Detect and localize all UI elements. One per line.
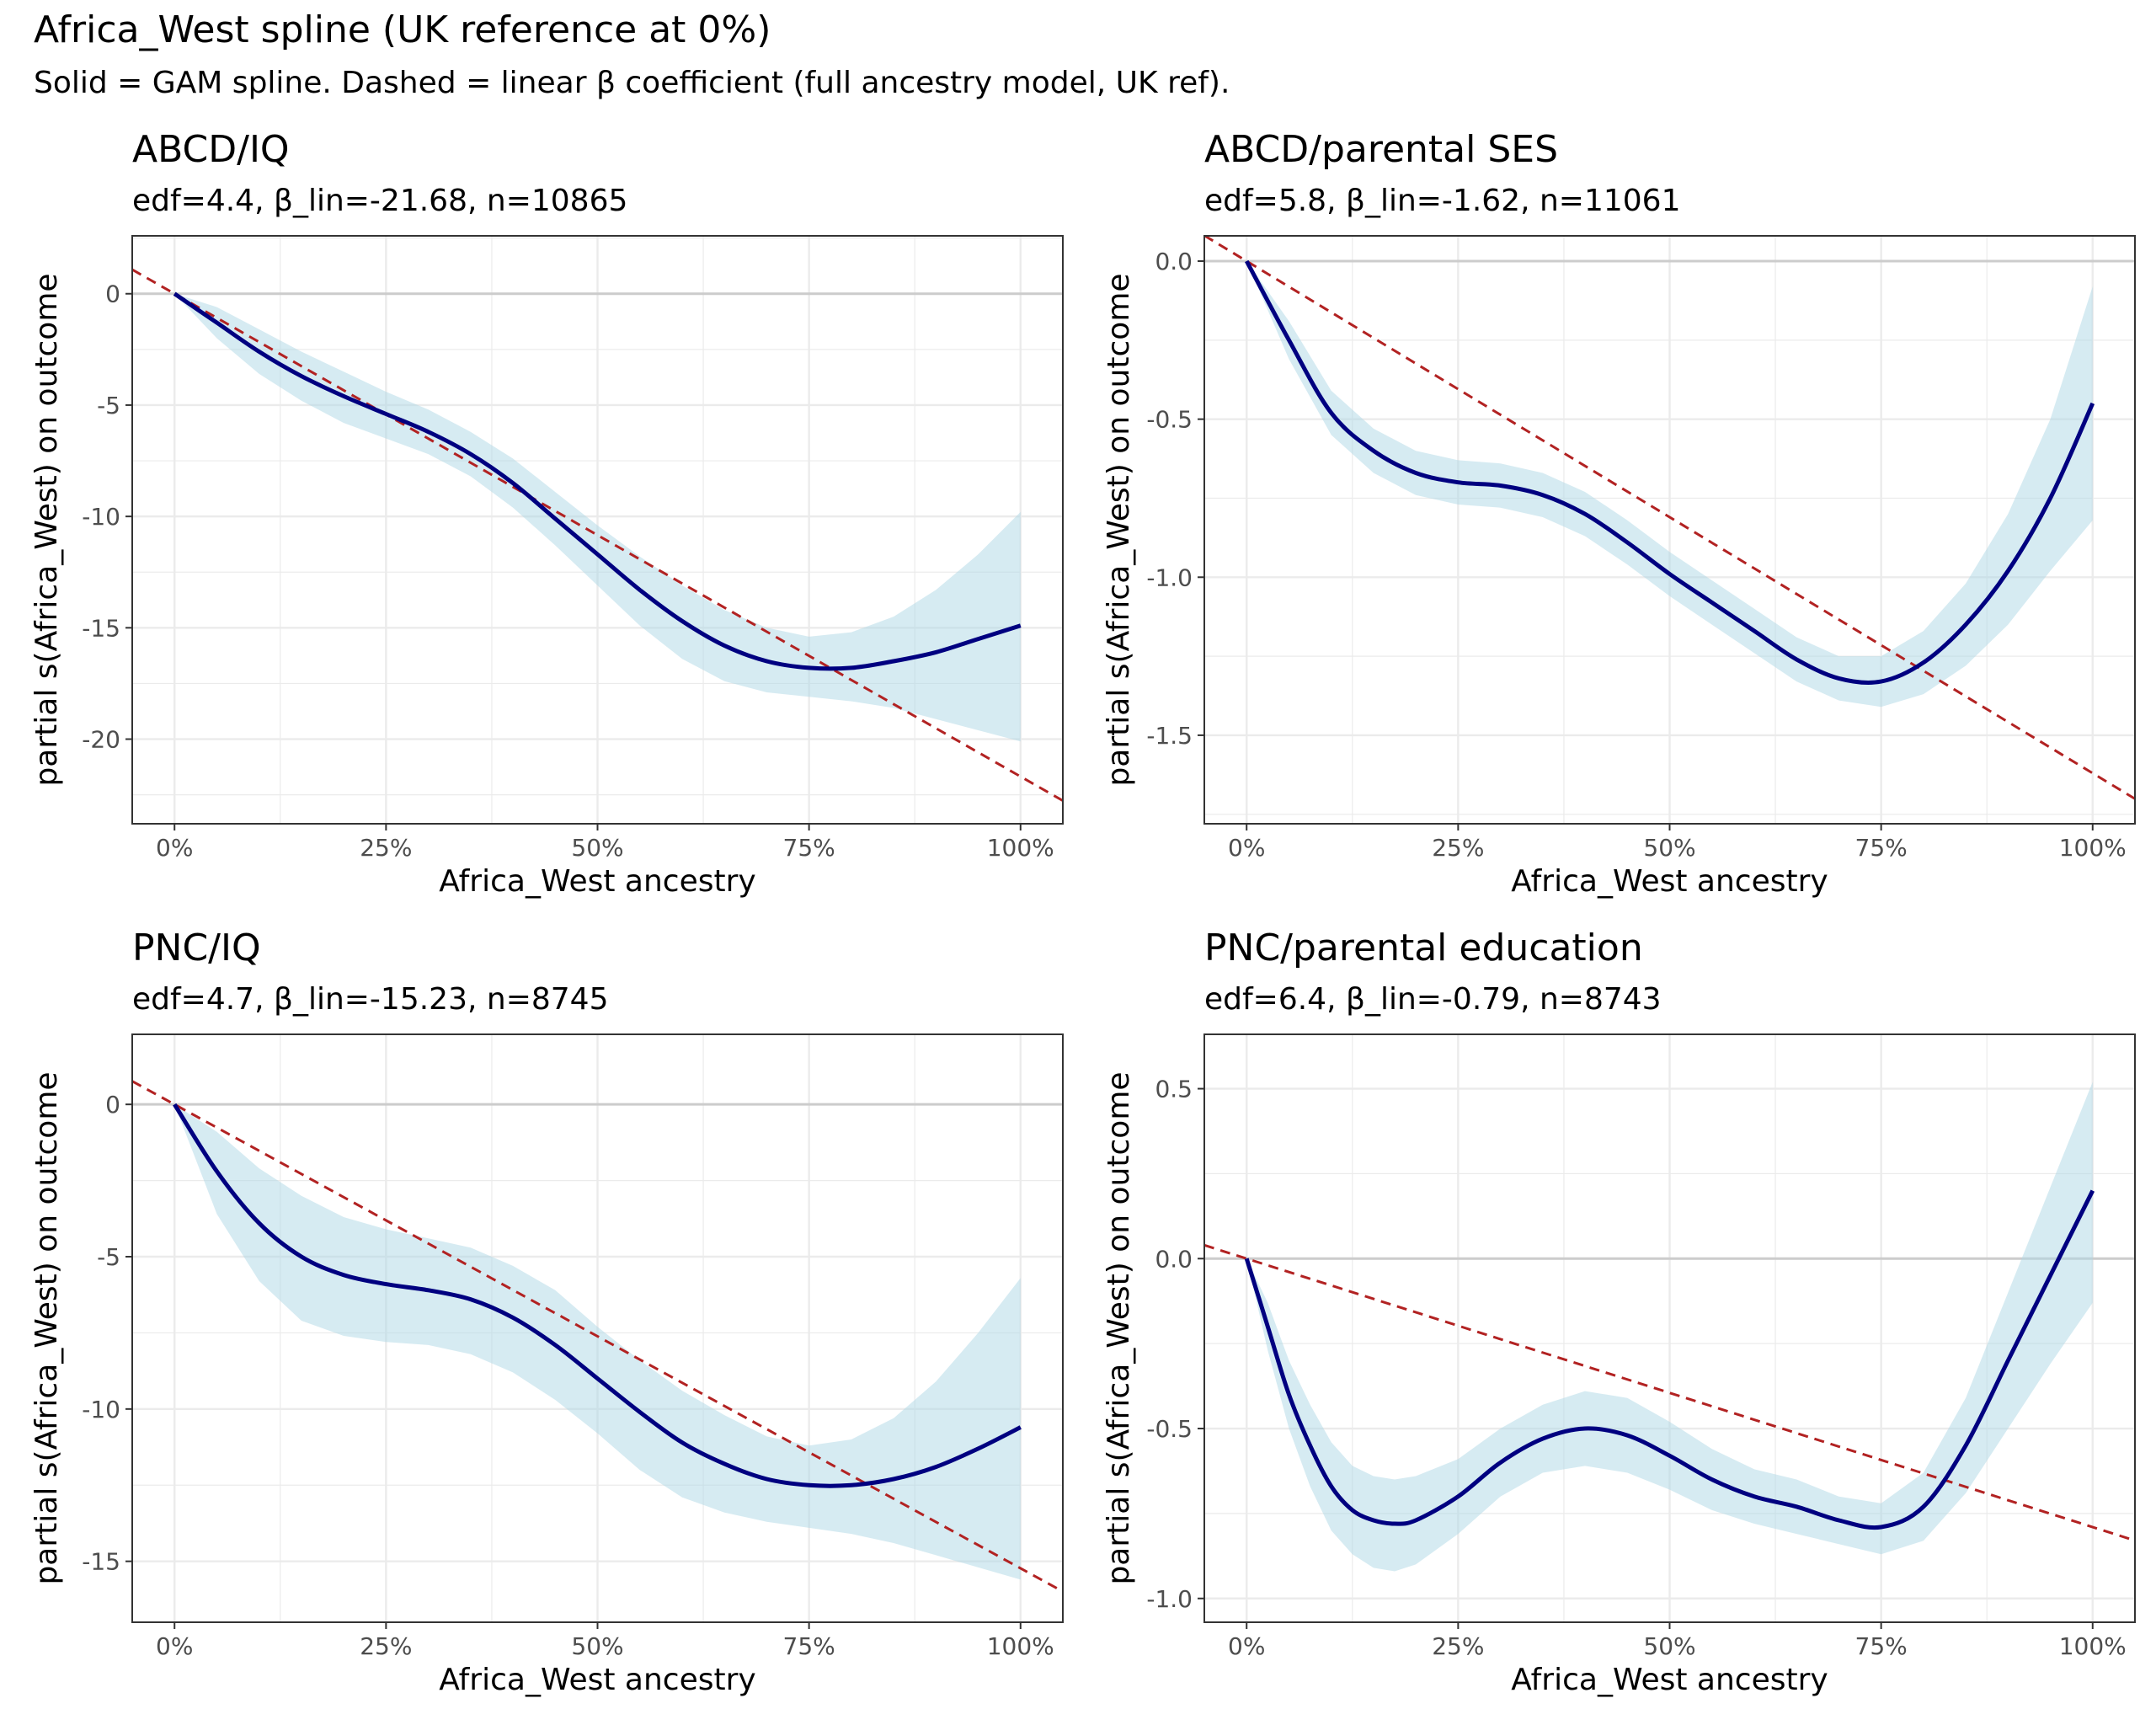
x-tick-label: 0% — [156, 1632, 193, 1660]
panel-2: PNC/IQ edf=4.7, β_lin=-15.23, n=8745 0% 25%… — [29, 927, 1064, 1697]
x-axis-label: Africa_West ancestry — [1511, 864, 1828, 899]
x-tick-label: 75% — [783, 1632, 835, 1660]
facet-panels: ABCD/IQ edf=4.4, β_lin=-21.68, n=10865 0% 2… — [29, 128, 2136, 1697]
confidence-band — [1246, 1081, 2093, 1572]
x-axis-label: Africa_West ancestry — [439, 864, 755, 899]
x-tick-label: 100% — [2059, 1632, 2127, 1660]
y-axis-label: partial s(Africa_West) on outcome — [29, 1071, 64, 1584]
y-tick-label: 0.0 — [1155, 1245, 1193, 1273]
y-axis-label: partial s(Africa_West) on outcome — [29, 273, 64, 786]
plot-area — [1204, 1034, 2135, 1622]
y-tick-label: 0.0 — [1155, 248, 1193, 275]
x-tick-label: 50% — [571, 834, 623, 862]
x-tick-label: 75% — [1855, 834, 1908, 862]
y-tick-label: -0.5 — [1146, 1415, 1193, 1443]
linear-beta-line — [1204, 1243, 2135, 1542]
spline-line — [173, 1103, 1022, 1488]
y-tick-label: -1.0 — [1146, 1585, 1193, 1613]
x-tick-label: 0% — [156, 834, 193, 862]
y-tick-label: 0.5 — [1155, 1076, 1193, 1103]
panel-title: ABCD/parental SES — [1204, 128, 1558, 171]
x-tick-label: 25% — [360, 834, 412, 862]
panel-subtitle: edf=4.4, β_lin=-21.68, n=10865 — [132, 184, 627, 218]
y-tick-label: -15 — [82, 1548, 120, 1576]
confidence-band — [174, 293, 1021, 742]
x-axis-label: Africa_West ancestry — [439, 1663, 755, 1697]
y-tick-label: -20 — [82, 726, 120, 754]
panel-0: ABCD/IQ edf=4.4, β_lin=-21.68, n=10865 0% 2… — [29, 128, 1064, 899]
linear-beta-line — [132, 268, 1063, 802]
y-tick-label: -1.5 — [1146, 722, 1193, 750]
panel-subtitle: edf=5.8, β_lin=-1.62, n=11061 — [1204, 184, 1680, 218]
x-tick-label: 25% — [360, 1632, 412, 1660]
linear-beta-line — [1204, 236, 2135, 800]
y-tick-label: -10 — [82, 1396, 120, 1423]
y-tick-label: -0.5 — [1146, 406, 1193, 434]
x-tick-label: 25% — [1432, 1632, 1484, 1660]
panel-title: PNC/parental education — [1204, 927, 1643, 969]
figure-subtitle: Solid = GAM spline. Dashed = linear β co… — [34, 66, 1230, 100]
figure-title: Africa_West spline (UK reference at 0%) — [34, 8, 771, 51]
x-tick-label: 0% — [1228, 1632, 1265, 1660]
y-tick-label: -1.0 — [1146, 563, 1193, 591]
spline-line — [1244, 1189, 2095, 1530]
x-tick-label: 50% — [1643, 834, 1695, 862]
plot-area — [132, 1034, 1063, 1622]
y-tick-label: -15 — [82, 614, 120, 642]
y-axis-label: partial s(Africa_West) on outcome — [1102, 1071, 1136, 1584]
x-tick-label: 75% — [783, 834, 835, 862]
x-tick-label: 100% — [987, 1632, 1054, 1660]
x-tick-label: 0% — [1228, 834, 1265, 862]
y-tick-label: -5 — [97, 392, 120, 419]
panel-subtitle: edf=6.4, β_lin=-0.79, n=8743 — [1204, 982, 1662, 1017]
y-axis-label: partial s(Africa_West) on outcome — [1102, 273, 1136, 786]
panel-subtitle: edf=4.7, β_lin=-15.23, n=8745 — [132, 982, 608, 1017]
confidence-band — [1246, 261, 2093, 708]
x-tick-label: 50% — [571, 1632, 623, 1660]
panel-title: ABCD/IQ — [132, 128, 290, 171]
panel-title: PNC/IQ — [132, 927, 261, 969]
x-tick-label: 100% — [2059, 834, 2127, 862]
y-tick-label: 0 — [105, 1091, 120, 1119]
plot-area — [1204, 236, 2135, 824]
spline-line — [173, 291, 1022, 671]
x-tick-label: 75% — [1855, 1632, 1908, 1660]
y-tick-label: -5 — [97, 1243, 120, 1271]
linear-beta-line — [132, 1080, 1063, 1593]
x-axis-label: Africa_West ancestry — [1511, 1663, 1828, 1697]
panel-1: ABCD/parental SES edf=5.8, β_lin=-1.62, n… — [1102, 128, 2136, 899]
plot-area — [132, 236, 1063, 824]
x-tick-label: 100% — [987, 834, 1054, 862]
y-tick-label: -10 — [82, 503, 120, 531]
x-tick-label: 50% — [1643, 1632, 1695, 1660]
x-tick-label: 25% — [1432, 834, 1484, 862]
spline-line — [1244, 259, 2095, 685]
confidence-band — [174, 1104, 1021, 1580]
y-tick-label: 0 — [105, 280, 120, 308]
panel-3: PNC/parental education edf=6.4, β_lin=-0.… — [1102, 927, 2136, 1697]
